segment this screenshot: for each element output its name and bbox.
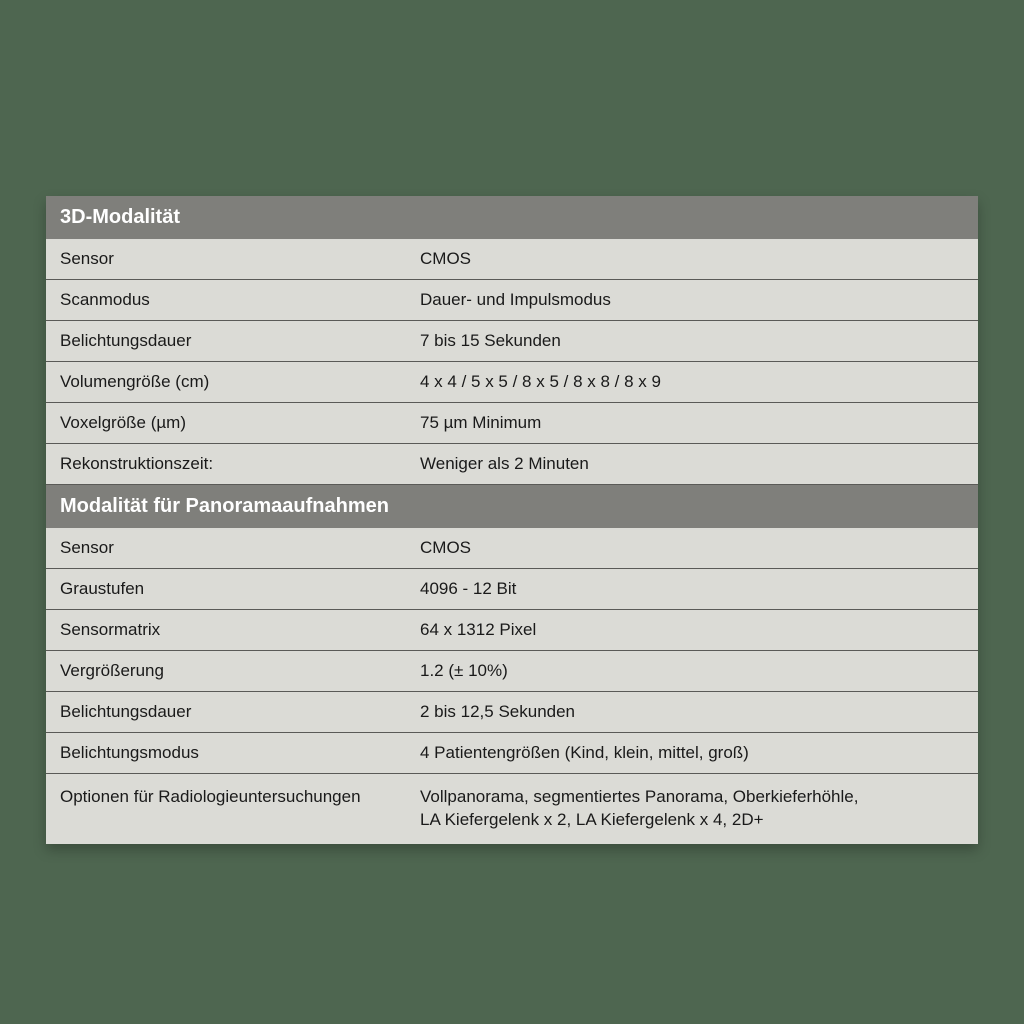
table-row: Voxelgröße (µm) 75 µm Minimum [46, 403, 978, 444]
spec-label: Voxelgröße (µm) [46, 403, 406, 443]
spec-value: 7 bis 15 Sekunden [406, 321, 978, 361]
spec-value: 4 Patientengrößen (Kind, klein, mittel, … [406, 733, 978, 773]
spec-value: CMOS [406, 239, 978, 279]
table-row: Sensormatrix 64 x 1312 Pixel [46, 610, 978, 651]
table-row: Scanmodus Dauer- und Impulsmodus [46, 280, 978, 321]
spec-label: Belichtungsdauer [46, 692, 406, 732]
section-header-panorama: Modalität für Panoramaaufnahmen [46, 485, 978, 528]
table-row: Belichtungsmodus 4 Patientengrößen (Kind… [46, 733, 978, 774]
spec-value: 1.2 (± 10%) [406, 651, 978, 691]
spec-label: Volumengröße (cm) [46, 362, 406, 402]
spec-value: Vollpanorama, segmentiertes Panorama, Ob… [406, 774, 978, 844]
spec-value: CMOS [406, 528, 978, 568]
table-row: Optionen für Radiologieuntersuchungen Vo… [46, 774, 978, 844]
spec-label: Rekonstruktionszeit: [46, 444, 406, 484]
spec-value: 4 x 4 / 5 x 5 / 8 x 5 / 8 x 8 / 8 x 9 [406, 362, 978, 402]
spec-value: 4096 - 12 Bit [406, 569, 978, 609]
spec-value: 2 bis 12,5 Sekunden [406, 692, 978, 732]
spec-label: Sensor [46, 239, 406, 279]
spec-value: Weniger als 2 Minuten [406, 444, 978, 484]
spec-label: Vergrößerung [46, 651, 406, 691]
spec-value: 64 x 1312 Pixel [406, 610, 978, 650]
table-row: Volumengröße (cm) 4 x 4 / 5 x 5 / 8 x 5 … [46, 362, 978, 403]
table-row: Sensor CMOS [46, 528, 978, 569]
spec-label: Sensormatrix [46, 610, 406, 650]
table-row: Rekonstruktionszeit: Weniger als 2 Minut… [46, 444, 978, 485]
spec-label: Graustufen [46, 569, 406, 609]
spec-label: Belichtungsmodus [46, 733, 406, 773]
spec-value: 75 µm Minimum [406, 403, 978, 443]
table-row: Belichtungsdauer 7 bis 15 Sekunden [46, 321, 978, 362]
table-row: Vergrößerung 1.2 (± 10%) [46, 651, 978, 692]
spec-label: Sensor [46, 528, 406, 568]
table-row: Graustufen 4096 - 12 Bit [46, 569, 978, 610]
spec-table-panel: 3D-Modalität Sensor CMOS Scanmodus Dauer… [46, 196, 978, 844]
table-row: Belichtungsdauer 2 bis 12,5 Sekunden [46, 692, 978, 733]
table-row: Sensor CMOS [46, 239, 978, 280]
section-header-3d: 3D-Modalität [46, 196, 978, 239]
spec-label: Scanmodus [46, 280, 406, 320]
spec-value: Dauer- und Impulsmodus [406, 280, 978, 320]
spec-label: Belichtungsdauer [46, 321, 406, 361]
spec-label: Optionen für Radiologieuntersuchungen [46, 774, 406, 844]
